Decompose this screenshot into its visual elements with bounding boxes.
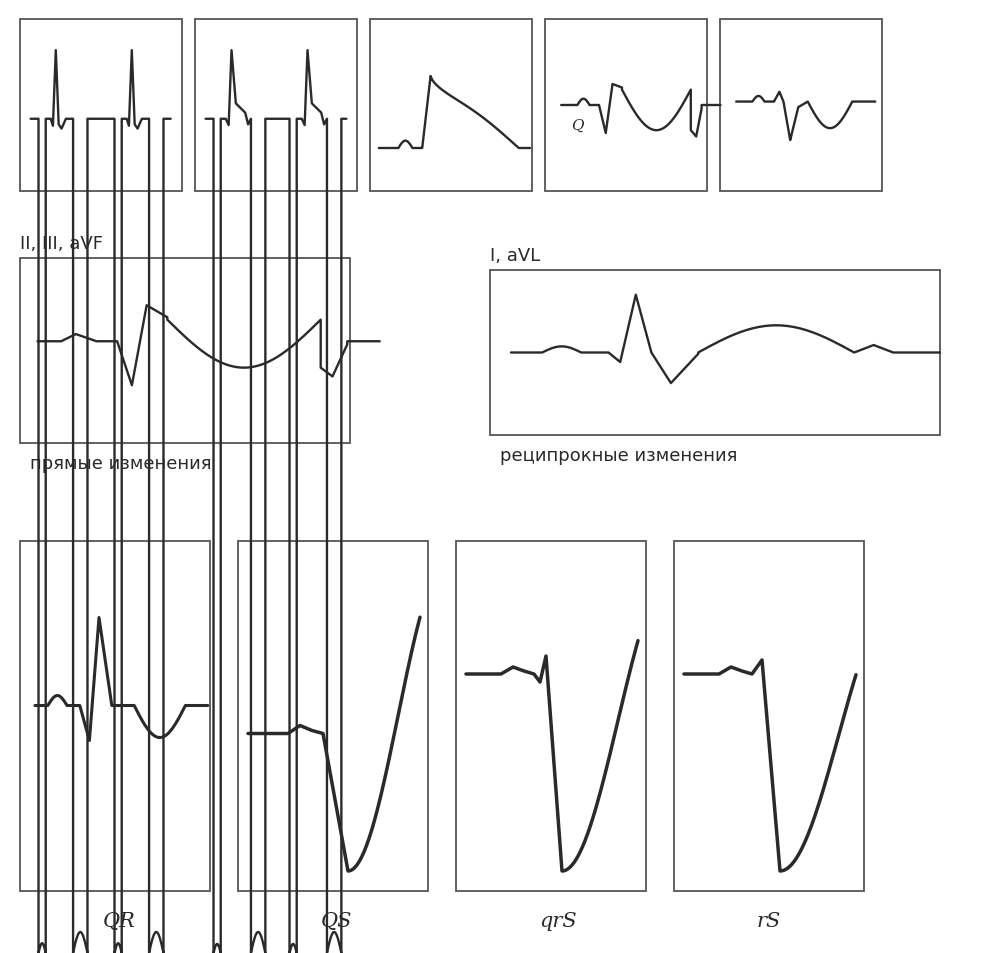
- Bar: [20, 258, 350, 443]
- Bar: [370, 20, 532, 192]
- Text: прямые изменения: прямые изменения: [30, 455, 212, 473]
- Text: Q: Q: [571, 119, 583, 132]
- Text: реципрокные изменения: реципрокные изменения: [500, 447, 738, 464]
- Bar: [490, 271, 940, 436]
- Bar: [456, 541, 646, 891]
- Text: rS: rS: [757, 911, 781, 930]
- Bar: [20, 20, 182, 192]
- Bar: [20, 541, 210, 891]
- Bar: [720, 20, 882, 192]
- Bar: [195, 20, 357, 192]
- Text: qrS: qrS: [539, 911, 576, 930]
- Bar: [238, 541, 428, 891]
- Text: I, aVL: I, aVL: [490, 247, 541, 265]
- Bar: [545, 20, 707, 192]
- Text: QS: QS: [321, 911, 352, 930]
- Text: QR: QR: [103, 911, 136, 930]
- Text: II, III, aVF: II, III, aVF: [20, 234, 103, 253]
- Bar: [674, 541, 864, 891]
